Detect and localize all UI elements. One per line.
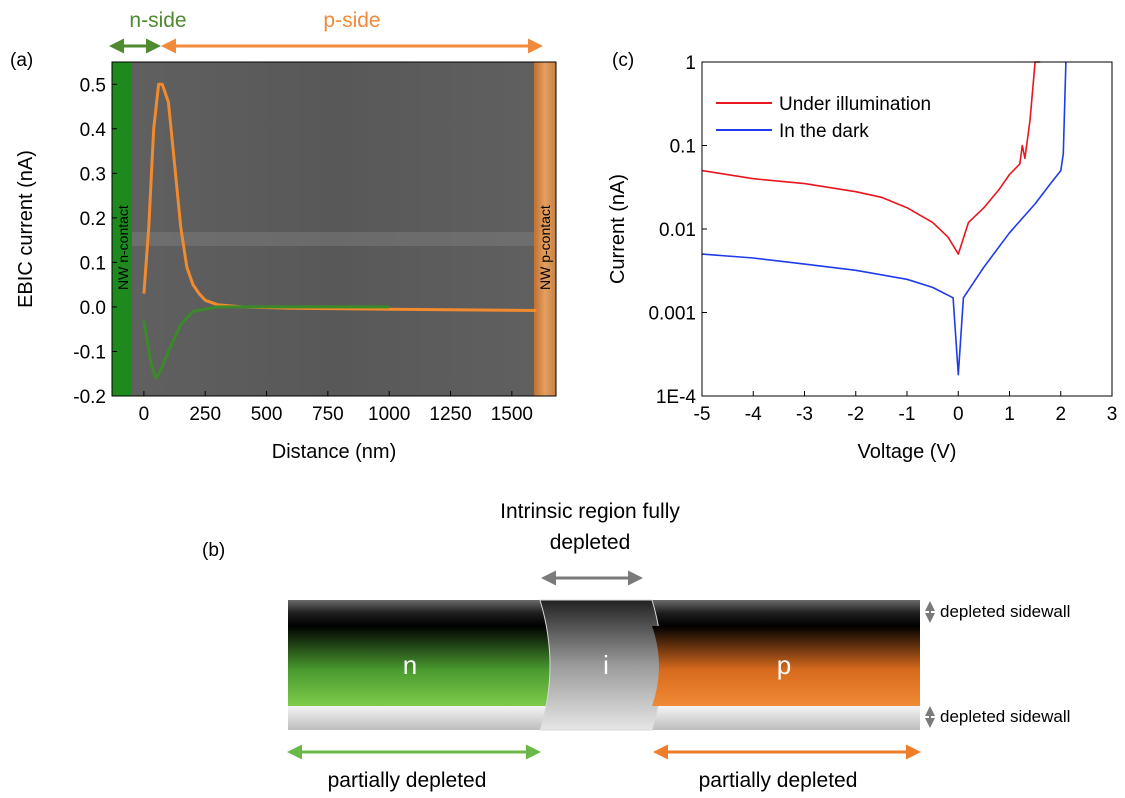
legend-label-illumination: Under illumination xyxy=(779,94,931,115)
chart-c-xlabel: Voltage (V) xyxy=(858,441,957,463)
panel-c-label: (c) xyxy=(612,50,634,71)
x-tick-label: 1500 xyxy=(491,404,533,425)
x-tick-label: 0 xyxy=(139,404,150,425)
intrinsic-label-line2: depleted xyxy=(550,531,631,554)
p-side-label: p-side xyxy=(323,9,380,32)
n-region-label: n xyxy=(403,650,417,680)
y-tick-label: 0.1 xyxy=(80,253,106,274)
x-tick-label: 2 xyxy=(1055,404,1066,425)
x-tick-label: 500 xyxy=(251,404,283,425)
intrinsic-label-line1: Intrinsic region fully xyxy=(500,500,680,523)
n-side-label: n-side xyxy=(129,9,186,32)
y-tick-label: 0.4 xyxy=(80,120,107,141)
y-tick-label: 0.01 xyxy=(659,220,696,241)
x-tick-label: -5 xyxy=(694,404,711,425)
y-tick-label: 0.5 xyxy=(80,75,106,96)
y-tick-label: -0.1 xyxy=(73,342,106,363)
y-tick-label: 1 xyxy=(685,53,696,74)
n-region xyxy=(288,626,559,706)
bottom-sidewall-label: depleted sidewall xyxy=(940,707,1070,726)
top-sidewall-label: depleted sidewall xyxy=(940,602,1070,621)
chart-c-legend: Under illumination In the dark xyxy=(716,94,931,142)
x-tick-label: -1 xyxy=(899,404,916,425)
x-tick-label: -4 xyxy=(745,404,762,425)
n-contact-label: NW n-contact xyxy=(115,205,131,290)
x-tick-label: 1 xyxy=(1004,404,1015,425)
nanowire-band xyxy=(112,232,556,246)
panel-a-label: (a) xyxy=(10,50,33,71)
sem-image xyxy=(112,62,556,396)
y-tick-label: 1E-4 xyxy=(656,387,697,408)
y-tick-label: 0.0 xyxy=(80,298,106,319)
x-tick-label: 0 xyxy=(953,404,964,425)
chart-a-ylabel: EBIC current (nA) xyxy=(15,150,37,308)
p-region-label: p xyxy=(777,650,791,680)
y-tick-label: 0.1 xyxy=(670,137,696,158)
chart-a-xlabel: Distance (nm) xyxy=(272,441,396,463)
x-tick-label: -2 xyxy=(847,404,864,425)
x-tick-label: 3 xyxy=(1107,404,1118,425)
legend-label-dark: In the dark xyxy=(779,121,869,142)
panel-b-label: (b) xyxy=(202,540,225,561)
partial-left-label: partially depleted xyxy=(328,769,487,792)
x-tick-label: 250 xyxy=(189,404,221,425)
i-region xyxy=(540,600,662,730)
x-tick-label: 1000 xyxy=(368,404,410,425)
x-tick-label: 750 xyxy=(312,404,344,425)
y-tick-label: 0.3 xyxy=(80,164,106,185)
chart-c-ylabel: Current (nA) xyxy=(607,174,629,284)
i-region-label: i xyxy=(603,650,609,680)
nanowire-diagram: n i p xyxy=(288,600,920,730)
p-contact-label: NW p-contact xyxy=(537,205,553,290)
x-tick-label: -3 xyxy=(796,404,813,425)
series-line-0 xyxy=(702,62,1040,254)
partial-right-label: partially depleted xyxy=(699,769,858,792)
x-tick-label: 1250 xyxy=(429,404,471,425)
y-tick-label: 0.001 xyxy=(648,304,696,325)
y-tick-label: 0.2 xyxy=(80,209,106,230)
y-tick-label: -0.2 xyxy=(73,387,106,408)
